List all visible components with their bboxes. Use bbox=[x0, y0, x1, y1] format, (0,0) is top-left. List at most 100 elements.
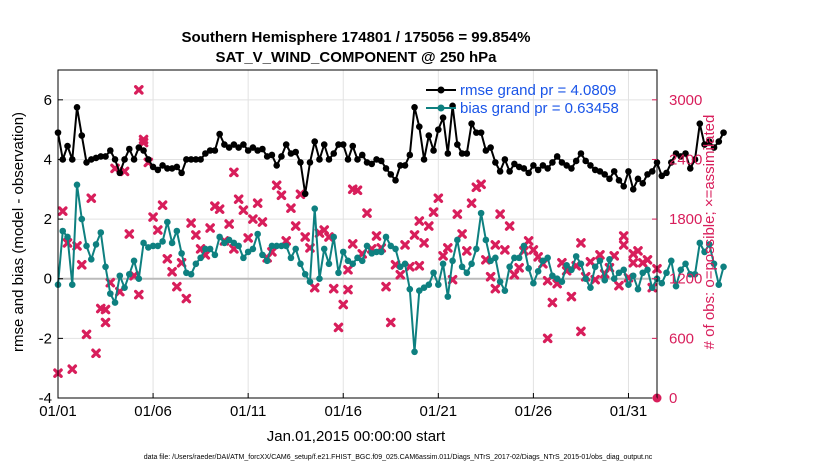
y2-tick-label: 0 bbox=[669, 390, 677, 407]
bias-point bbox=[563, 262, 570, 269]
bias-point bbox=[311, 205, 319, 212]
x-tick-label: 01/06 bbox=[134, 403, 172, 420]
bias-point bbox=[720, 263, 727, 271]
bias-point bbox=[530, 279, 537, 287]
rmse-point bbox=[149, 163, 157, 171]
obs-assimilated-marker bbox=[134, 289, 144, 300]
bias-point bbox=[221, 239, 228, 247]
bias-point bbox=[168, 239, 176, 247]
rmse-point bbox=[358, 151, 366, 159]
bias-point bbox=[344, 257, 352, 265]
rmse-point bbox=[335, 141, 342, 148]
y-tick-label: 4 bbox=[44, 151, 52, 168]
data-file-footer: data file: /Users/raeder/DAI/ATM_forcXX/… bbox=[144, 454, 653, 461]
rmse-point bbox=[344, 156, 352, 163]
tick-labels: 01/01 01/06 01/11 01/16 01/21 01/26 01/31 -4 -2 0… bbox=[39, 92, 703, 420]
bias-point bbox=[634, 285, 642, 293]
rmse-point bbox=[435, 126, 442, 133]
rmse-point bbox=[249, 144, 257, 151]
rmse-point bbox=[525, 169, 532, 177]
y-axis-label: rmse and bias (model - observation) bbox=[10, 112, 27, 352]
rmse-point bbox=[658, 172, 666, 180]
rmse-point bbox=[601, 171, 609, 178]
obs-assimilated-marker bbox=[124, 229, 135, 239]
obs-assimilated-marker bbox=[214, 204, 225, 214]
obs-assimilated-marker bbox=[504, 221, 515, 231]
bias-point bbox=[287, 254, 295, 262]
rmse-point bbox=[458, 150, 466, 157]
bias-point bbox=[149, 242, 157, 250]
bias-point bbox=[354, 254, 361, 262]
rmse-point bbox=[130, 156, 138, 163]
rmse-point bbox=[282, 141, 290, 148]
bias-point bbox=[68, 281, 76, 288]
bias-point bbox=[230, 239, 238, 247]
obs-assimilated-marker bbox=[238, 205, 249, 215]
bias-point bbox=[106, 290, 114, 297]
rmse-point bbox=[501, 156, 509, 163]
bias-point bbox=[268, 242, 276, 250]
obs-assimilated-marker bbox=[181, 293, 192, 304]
obs-assimilated-marker bbox=[138, 134, 149, 145]
obs-assimilated-marker bbox=[276, 190, 287, 201]
rmse-point bbox=[159, 162, 166, 169]
rmse-point bbox=[102, 153, 109, 160]
bias-point bbox=[64, 233, 71, 241]
bias-point bbox=[587, 284, 594, 291]
obs-assimilated-marker bbox=[476, 179, 486, 190]
rmse-point bbox=[230, 141, 238, 148]
rmse-point bbox=[221, 141, 228, 148]
obs-assimilated-marker bbox=[252, 198, 263, 208]
rmse-point bbox=[691, 156, 699, 163]
bias-point bbox=[126, 270, 133, 278]
obs-assimilated-marker bbox=[172, 281, 182, 292]
bias-point bbox=[121, 284, 128, 291]
bias-point bbox=[244, 248, 252, 256]
rmse-point bbox=[715, 138, 723, 145]
obs-assimilated-marker bbox=[148, 212, 158, 222]
x-tick-label: 01/16 bbox=[324, 403, 362, 420]
rmse-point bbox=[558, 159, 566, 166]
obs-assimilated-marker bbox=[290, 221, 301, 231]
rmse-point bbox=[235, 144, 242, 151]
obs-assimilated-marker bbox=[495, 209, 505, 219]
rmse-point bbox=[97, 153, 105, 160]
obs-assimilated-marker bbox=[233, 194, 244, 205]
y2-axis-label: # of obs: o=possible; ×=assimilated bbox=[701, 115, 718, 350]
rmse-point bbox=[639, 180, 647, 187]
rmse-point bbox=[111, 156, 119, 163]
rmse-point bbox=[511, 160, 518, 168]
bias-point bbox=[705, 241, 713, 248]
obs-assimilated-marker bbox=[618, 240, 629, 250]
rmse-point bbox=[416, 123, 423, 130]
rmse-point bbox=[463, 150, 471, 157]
rmse-point bbox=[710, 144, 718, 151]
rmse-point bbox=[454, 141, 461, 148]
bias-point bbox=[620, 266, 628, 274]
rmse-point bbox=[377, 157, 385, 165]
obs-assimilated-marker bbox=[186, 218, 196, 228]
bias-point bbox=[140, 239, 147, 247]
obs-assimilated-marker bbox=[547, 297, 558, 308]
rmse-point bbox=[705, 138, 713, 145]
rmse-point bbox=[240, 141, 247, 148]
obs-assimilated-marker bbox=[528, 245, 539, 255]
obs-assimilated-marker bbox=[595, 250, 605, 260]
rmse-point bbox=[663, 169, 670, 177]
bias-point bbox=[458, 263, 466, 271]
y2-tick-label: 1200 bbox=[669, 271, 702, 288]
bias-point bbox=[102, 263, 109, 271]
bias-point bbox=[416, 287, 423, 294]
rmse-series bbox=[54, 102, 727, 198]
bias-point bbox=[216, 233, 223, 241]
bias-point bbox=[363, 242, 371, 250]
obs-assimilated-marker bbox=[514, 262, 524, 273]
obs-assimilated-marker bbox=[324, 232, 334, 242]
obs-assimilated-marker bbox=[162, 254, 173, 264]
rmse-point bbox=[577, 150, 585, 157]
bias-point bbox=[325, 260, 333, 268]
rmse-point bbox=[78, 132, 86, 139]
obs-assimilated-marker bbox=[343, 284, 353, 295]
bias-point bbox=[482, 236, 490, 244]
rmse-point bbox=[563, 162, 570, 169]
